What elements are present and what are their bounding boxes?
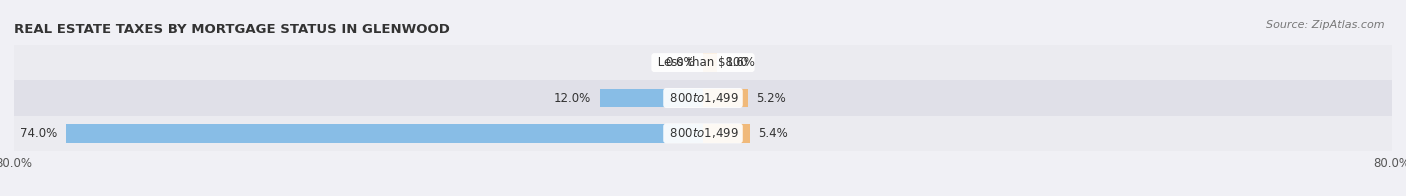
- Text: 0.0%: 0.0%: [665, 56, 695, 69]
- Text: Source: ZipAtlas.com: Source: ZipAtlas.com: [1267, 20, 1385, 30]
- Text: 74.0%: 74.0%: [20, 127, 58, 140]
- Text: REAL ESTATE TAXES BY MORTGAGE STATUS IN GLENWOOD: REAL ESTATE TAXES BY MORTGAGE STATUS IN …: [14, 23, 450, 36]
- Text: $800 to $1,499: $800 to $1,499: [666, 126, 740, 140]
- Bar: [599, 89, 703, 107]
- Text: Less than $800: Less than $800: [654, 56, 752, 69]
- Bar: [703, 89, 748, 107]
- Bar: [703, 124, 749, 143]
- Text: 5.2%: 5.2%: [756, 92, 786, 104]
- Bar: [14, 80, 1392, 116]
- Text: 1.6%: 1.6%: [725, 56, 755, 69]
- Bar: [66, 124, 703, 143]
- Text: 5.4%: 5.4%: [758, 127, 787, 140]
- Text: 12.0%: 12.0%: [554, 92, 591, 104]
- Text: $800 to $1,499: $800 to $1,499: [666, 91, 740, 105]
- Bar: [14, 45, 1392, 80]
- Bar: [14, 116, 1392, 151]
- Bar: [703, 53, 717, 72]
